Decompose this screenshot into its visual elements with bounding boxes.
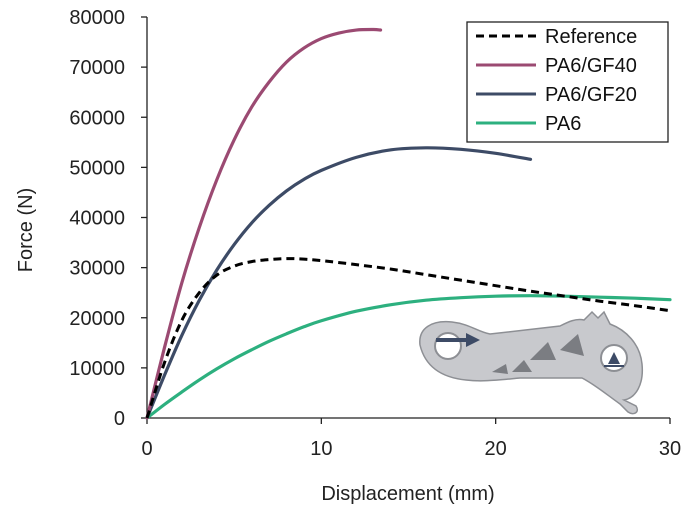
y-tick-label: 80000	[69, 7, 125, 29]
y-tick-label: 20000	[69, 308, 125, 330]
series-line-pa6-gf20	[145, 146, 533, 420]
y-tick-label: 10000	[69, 358, 125, 380]
part-window-4	[560, 334, 584, 356]
fixed-support-icon	[608, 352, 620, 364]
y-tick-label: 70000	[69, 57, 125, 79]
legend: Reference PA6/GF40 PA6/GF20 PA6	[466, 21, 669, 143]
series-line-reference	[145, 257, 671, 419]
load-arrow-head	[466, 333, 480, 347]
series-line-pa6	[145, 294, 672, 420]
legend-label: PA6/GF20	[545, 84, 637, 106]
x-axis-title: Displacement (mm)	[321, 483, 494, 505]
bracket-part-illustration	[419, 310, 644, 415]
series-line-pa6-gf40	[145, 27, 383, 420]
legend-label: Reference	[545, 26, 637, 48]
part-window-1	[530, 342, 556, 360]
y-tick-label: 50000	[69, 157, 125, 179]
legend-label: PA6/GF40	[545, 55, 637, 77]
y-tick-label: 60000	[69, 107, 125, 129]
x-tick-label: 0	[141, 438, 152, 460]
part-window-3	[492, 364, 508, 374]
part-body	[419, 310, 644, 415]
part-hole-left	[434, 332, 462, 360]
x-tick-label: 30	[659, 438, 681, 460]
legend-label: PA6	[545, 113, 581, 135]
y-tick-label: 40000	[69, 208, 125, 230]
series-lines	[145, 27, 672, 420]
y-axis-title: Force (N)	[15, 188, 37, 272]
y-tick-label: 0	[114, 408, 125, 430]
x-tick-label: 20	[485, 438, 507, 460]
tick-labels: 0 10000 20000 30000 40000 50000 60000 70000 8000…	[69, 7, 681, 460]
y-tick-label: 30000	[69, 258, 125, 280]
part-window-2	[512, 360, 532, 372]
x-tick-label: 10	[310, 438, 332, 460]
